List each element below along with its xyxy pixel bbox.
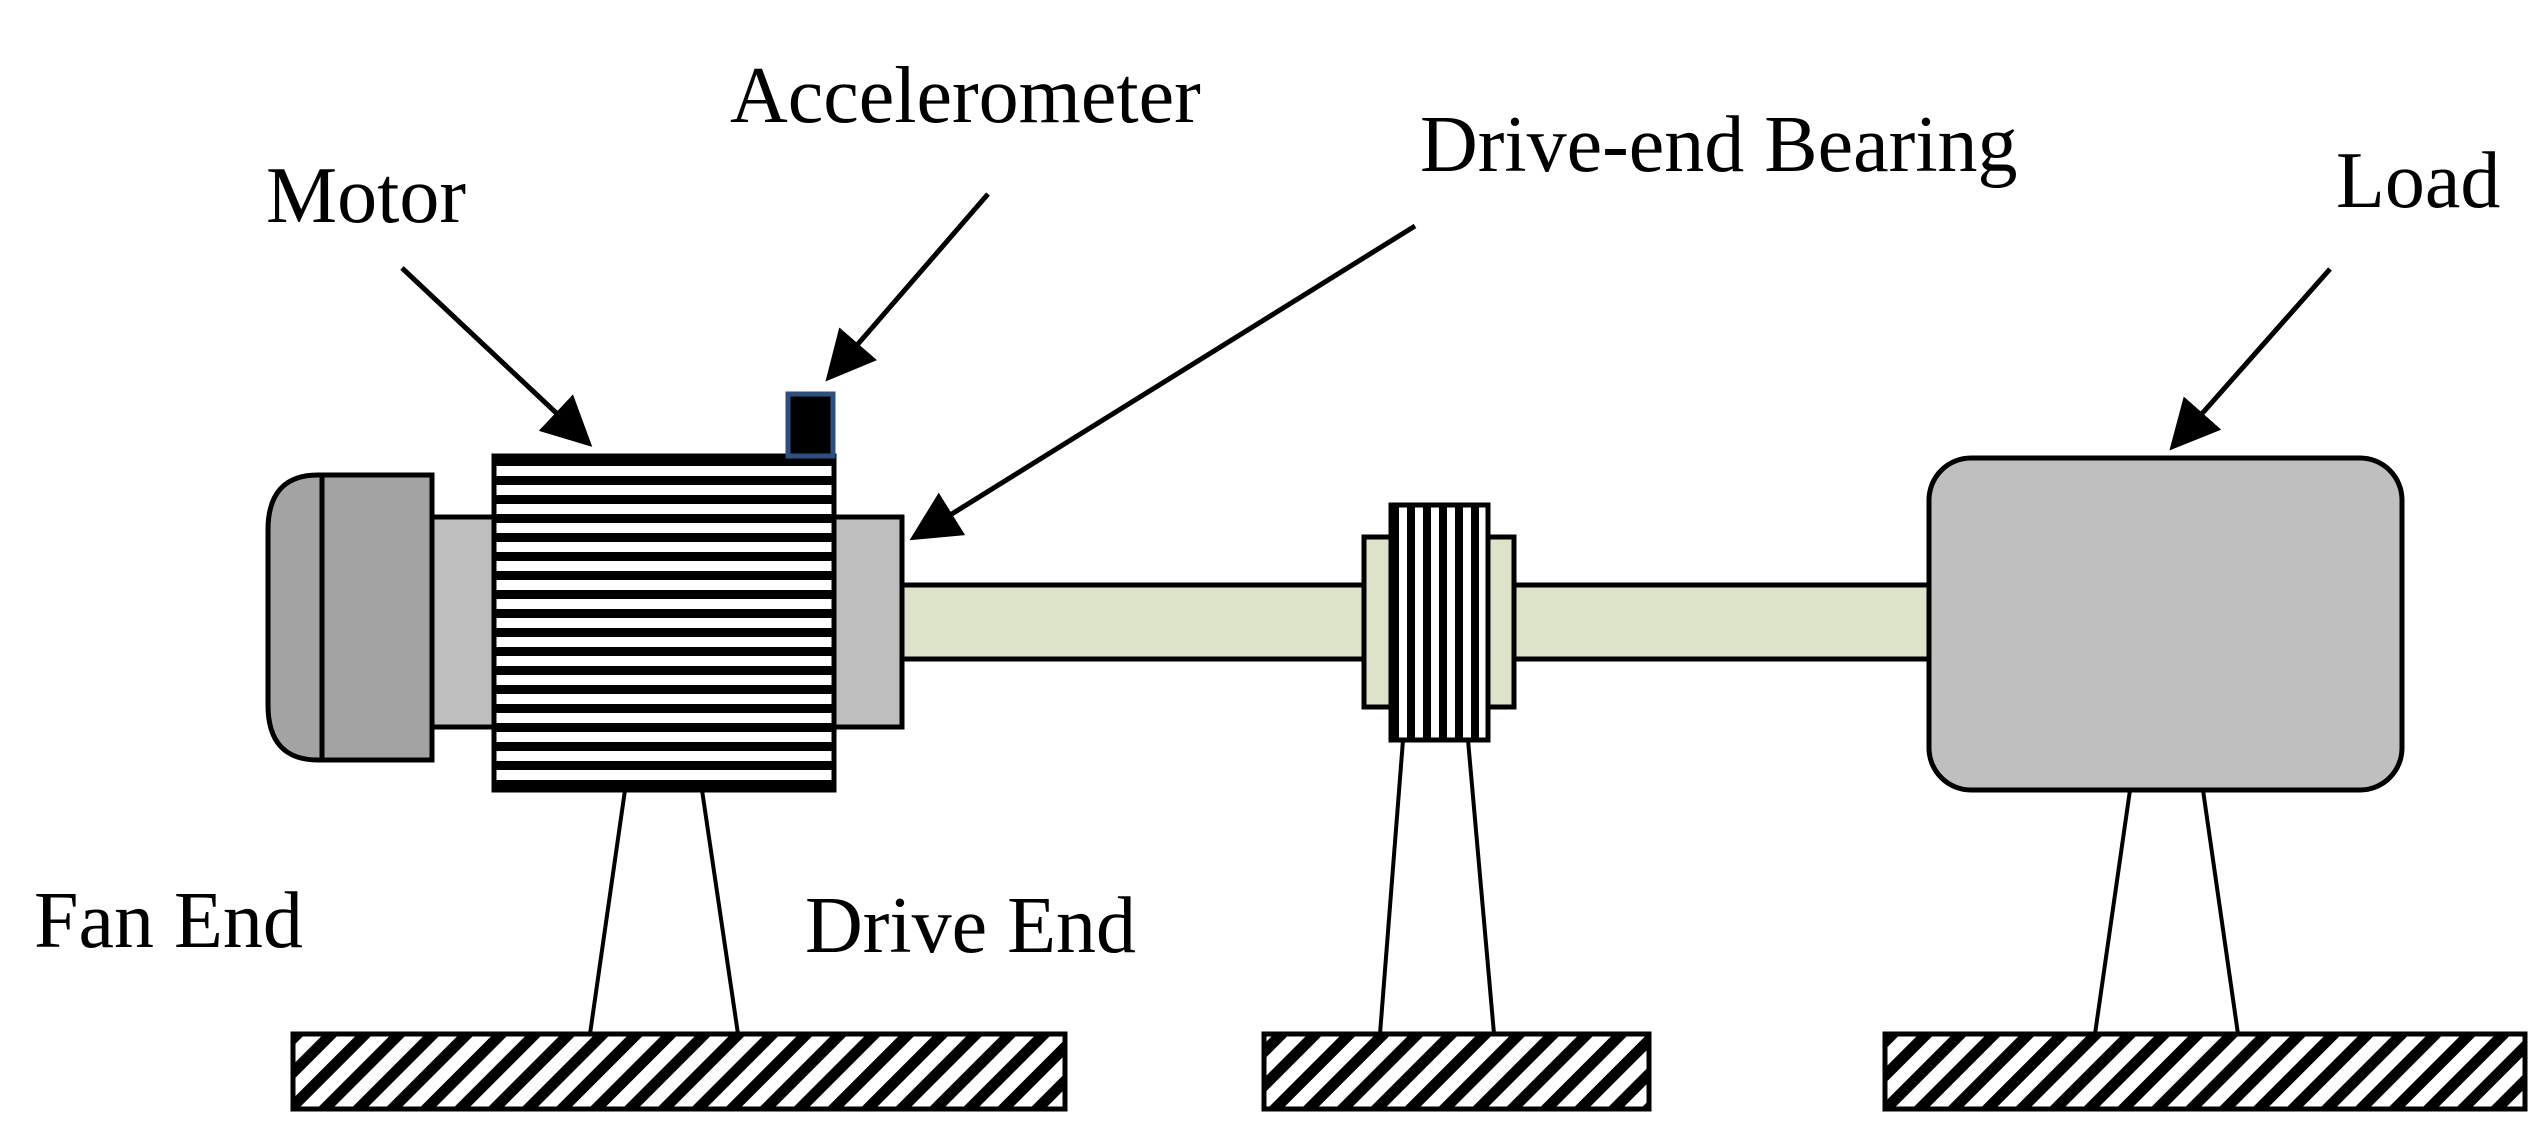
accelerometer-sensor (785, 391, 836, 459)
label-drive-end: Drive End (805, 882, 1136, 970)
motor-body (491, 453, 837, 793)
label-motor: Motor (266, 152, 466, 240)
coupling-support-legs (1378, 739, 1496, 1035)
label-fan-end: Fan End (34, 877, 303, 965)
fan-end-cap (429, 514, 497, 730)
drive-end-bearing-housing (831, 514, 905, 730)
fan-end-plate (319, 472, 435, 763)
coupling-disc (1388, 502, 1491, 743)
ground-base-coupling (1261, 1031, 1652, 1112)
load-body (1926, 455, 2405, 793)
motor-arrow (400, 266, 593, 447)
drive-end-bearing-arrow (909, 223, 1417, 541)
label-load: Load (2336, 137, 2500, 225)
ground-base-load (1882, 1031, 2528, 1112)
fan-cover (265, 472, 325, 763)
motor-support-legs (588, 789, 740, 1035)
load-arrow (2169, 267, 2332, 451)
accelerometer-arrow (825, 192, 990, 382)
label-accelerometer: Accelerometer (730, 52, 1201, 140)
label-drive-end-bearing: Drive-end Bearing (1420, 101, 2018, 189)
load-support-legs (2093, 789, 2240, 1035)
ground-base-motor (290, 1031, 1068, 1112)
